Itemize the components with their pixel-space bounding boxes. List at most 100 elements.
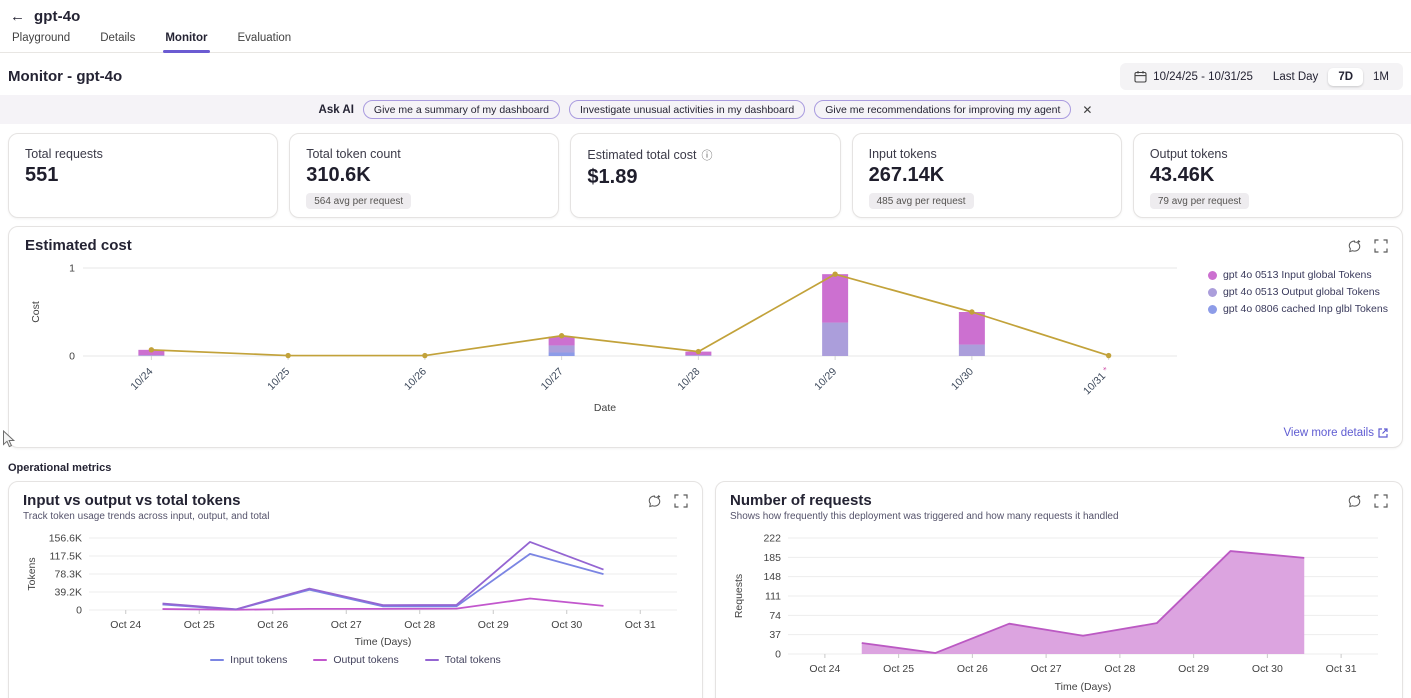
operational-metrics-label: Operational metrics [8,462,112,474]
estimated-cost-title: Estimated cost [25,237,132,254]
tab-bar: Playground Details Monitor Evaluation [0,32,1411,53]
estimated-cost-panel: Estimated cost gpt 4o 0513 Input global … [8,226,1403,448]
svg-text:37: 37 [769,629,781,641]
svg-text:222: 222 [763,533,781,545]
legend-label: Output tokens [333,654,399,666]
legend-item[interactable]: Input tokens [210,654,287,666]
svg-text:74: 74 [769,610,781,622]
metric-label: Estimated total cost ⓘ [587,147,823,163]
breadcrumb: ← gpt-4o [0,0,1411,25]
svg-text:10/30: 10/30 [949,366,976,393]
legend-label: gpt 4o 0806 cached Inp glbl Tokens [1222,303,1388,315]
close-icon[interactable]: ✕ [1082,102,1093,117]
metric-label-text: Estimated total cost [587,148,697,162]
svg-text:Tokens: Tokens [26,557,38,590]
svg-text:39.2K: 39.2K [55,587,82,599]
svg-text:0: 0 [69,351,75,363]
svg-text:Oct 24: Oct 24 [809,663,840,675]
ask-ai-bar: Ask AI Give me a summary of my dashboard… [0,95,1411,124]
calendar-icon [1134,70,1147,83]
svg-text:Oct 25: Oct 25 [883,663,914,675]
card-total-requests: Total requests 551 [8,133,279,218]
panel-actions [1347,239,1388,254]
svg-text:10/28: 10/28 [675,366,702,393]
svg-text:185: 185 [763,552,781,564]
svg-text:1: 1 [69,263,75,275]
ask-ai-chat-icon[interactable] [1347,494,1362,509]
svg-text:10/31*: 10/31* [1080,365,1113,398]
legend-item[interactable]: gpt 4o 0806 cached Inp glbl Tokens [1207,303,1388,315]
metric-label: Total requests [25,147,103,161]
expand-icon[interactable] [1374,239,1388,254]
metric-value: 310.6K [306,164,371,186]
svg-text:Oct 24: Oct 24 [110,619,141,631]
svg-text:Oct 25: Oct 25 [184,619,215,631]
mouse-cursor [3,430,16,448]
requests-chart-panel: Number of requests Shows how frequently … [715,481,1403,698]
legend-label: Total tokens [444,654,501,666]
svg-text:Oct 29: Oct 29 [1178,663,1209,675]
card-input-tokens: Input tokens 267.14K 485 avg per request [851,133,1122,218]
tokens-chart-legend: Input tokens Output tokens Total tokens [23,654,688,666]
back-arrow-icon[interactable]: ← [10,8,25,25]
external-link-icon [1378,428,1388,438]
tab-evaluation[interactable]: Evaluation [237,32,292,44]
legend-line-icon [424,659,439,661]
metric-label: Input tokens [868,147,937,161]
metric-value: 551 [25,164,59,186]
svg-text:10/26: 10/26 [402,366,429,393]
cost-x-axis-title: Date [593,402,617,414]
expand-icon[interactable] [1374,494,1388,509]
expand-icon[interactable] [674,494,688,509]
legend-item[interactable]: gpt 4o 0513 Output global Tokens [1207,286,1388,298]
tab-monitor[interactable]: Monitor [163,32,210,53]
requests-area-chart: 0 37 74 111 148 185 222 Requests Oct 24 Oct 25 Oct… [733,533,1378,693]
svg-text:Oct 31: Oct 31 [625,619,656,631]
requests-chart-title: Number of requests [730,492,872,509]
svg-text:Oct 29: Oct 29 [478,619,509,631]
metric-value: 267.14K [868,164,945,186]
svg-text:Time (Days): Time (Days) [1055,681,1112,693]
range-1m-button[interactable]: 1M [1373,70,1389,83]
ask-ai-chat-icon[interactable] [1347,239,1362,254]
tab-playground[interactable]: Playground [12,32,71,44]
ask-ai-chat-icon[interactable] [647,494,662,509]
svg-text:Oct 26: Oct 26 [957,663,988,675]
ask-ai-chip-investigate[interactable]: Investigate unusual activities in my das… [568,100,806,119]
legend-dot-icon [1207,304,1217,314]
legend-line-icon [210,659,225,661]
legend-item[interactable]: gpt 4o 0513 Input global Tokens [1207,269,1388,281]
metric-label: Total token count [306,147,401,161]
svg-text:Oct 27: Oct 27 [1031,663,1062,675]
legend-item[interactable]: Total tokens [424,654,501,666]
operational-charts-row: Input vs output vs total tokens Track to… [8,481,1403,698]
date-range-group: 10/24/25 - 10/31/25 Last Day 7D 1M [1120,63,1403,90]
svg-text:Oct 31: Oct 31 [1326,663,1357,675]
avg-per-request-badge: 79 avg per request [1149,193,1250,209]
svg-text:Oct 28: Oct 28 [404,619,435,631]
ask-ai-chip-recommendations[interactable]: Give me recommendations for improving my… [814,100,1072,119]
svg-text:148: 148 [763,571,781,583]
range-last-day-button[interactable]: Last Day [1272,70,1319,83]
page-title: Monitor - gpt-4o [8,68,123,85]
ask-ai-label: Ask AI [318,103,354,116]
cost-chart-legend: gpt 4o 0513 Input global Tokens gpt 4o 0… [1207,269,1388,315]
info-icon[interactable]: ⓘ [701,150,713,162]
range-7d-button[interactable]: 7D [1328,67,1364,86]
svg-text:78.3K: 78.3K [55,569,82,581]
svg-text:117.5K: 117.5K [50,551,83,563]
svg-text:Oct 28: Oct 28 [1104,663,1135,675]
legend-dot-icon [1207,287,1217,297]
svg-text:10/29: 10/29 [812,366,839,393]
requests-chart-subtitle: Shows how frequently this deployment was… [730,511,1119,522]
legend-item[interactable]: Output tokens [313,654,399,666]
date-range-picker[interactable]: 10/24/25 - 10/31/25 [1124,67,1263,86]
ask-ai-chip-summary[interactable]: Give me a summary of my dashboard [362,100,560,119]
view-more-details-link[interactable]: View more details [1283,427,1388,439]
metric-value: 43.46K [1149,164,1215,186]
svg-text:Requests: Requests [733,574,745,618]
legend-label: gpt 4o 0513 Input global Tokens [1222,269,1372,281]
tab-details[interactable]: Details [100,32,136,44]
svg-text:0: 0 [775,649,781,661]
svg-text:Oct 26: Oct 26 [257,619,288,631]
